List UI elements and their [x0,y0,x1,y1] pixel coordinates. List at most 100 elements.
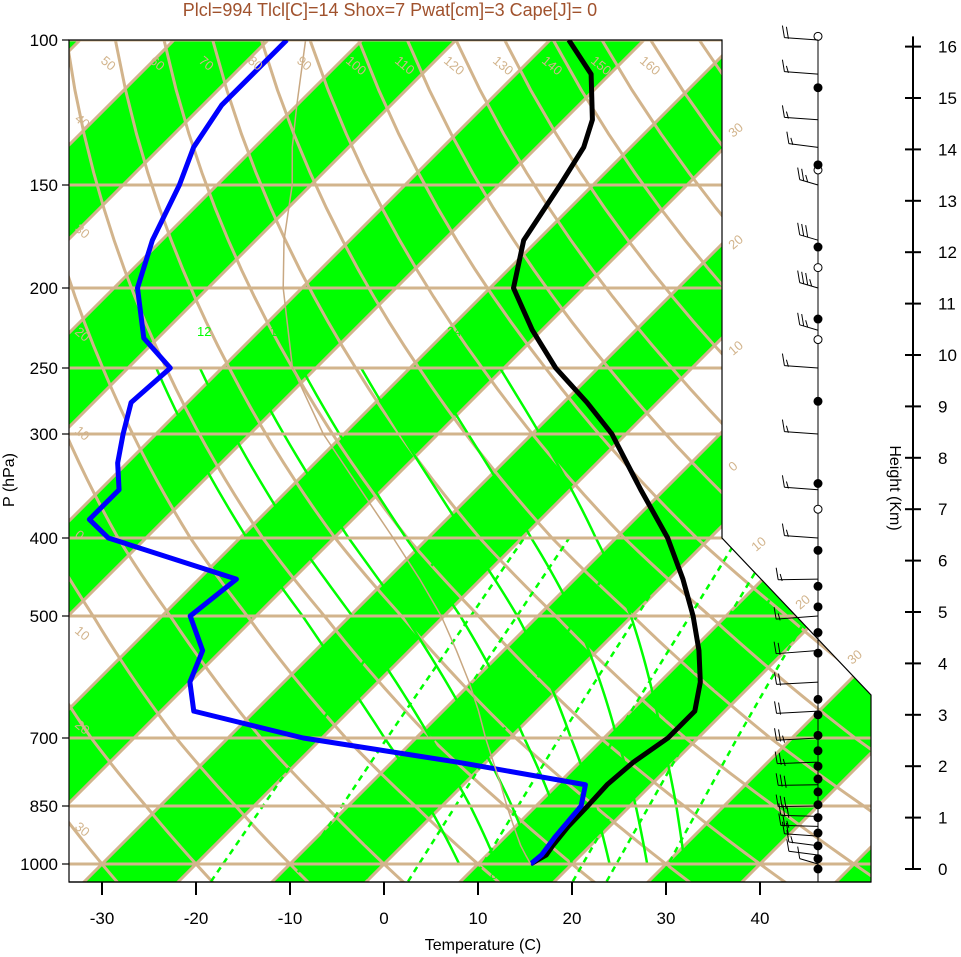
height-tick-label: 10 [938,346,957,365]
isotherm [0,0,44,898]
green-band [69,40,871,882]
green-band [69,40,703,882]
height-dot [813,581,823,591]
y-tick-label: 100 [30,31,58,50]
x-tick-label: 10 [469,909,488,928]
edge-label: 20 [725,232,746,253]
wind-barb [781,475,819,491]
edge-label: 10 [725,338,746,359]
x-tick-label: 30 [657,909,676,928]
height-tick-label: 14 [938,140,957,159]
edge-label: 50 [98,53,119,74]
mixing-ratio-line [340,537,571,882]
y-tick-label: 500 [30,607,58,626]
height-dot [813,242,823,252]
height-dot [813,602,823,612]
isotherm [69,40,704,882]
moist-adiabat [498,367,687,865]
x-tick-label: -10 [278,909,303,928]
wind-barb [774,672,819,686]
x-tick-label: 20 [563,909,582,928]
moist-adiabat-label: 24 [447,324,461,339]
green-band [69,40,515,882]
wind-barb [781,419,819,435]
moist-adiabat [198,367,498,865]
height-dot [813,813,823,823]
edge-label: 10 [72,623,93,644]
wind-barb [786,829,819,847]
mixing-ratio-label: 3 [362,867,369,882]
height-tick-label: 3 [938,706,947,725]
moist-adiabat-label: 32 [657,324,671,339]
wind-barb [781,59,819,75]
y-tick-label: 700 [30,729,58,748]
wind-barb [781,523,819,539]
edge-label: 0 [725,458,740,474]
height-dot [813,396,823,406]
edge-label: 10 [748,534,769,555]
height-dot [813,787,823,797]
moist-adiabat [360,367,611,865]
y-tick-label: 200 [30,279,58,298]
series-line [511,40,703,867]
height-tick-label: 6 [938,552,947,571]
height-dot [813,864,823,874]
moist-adiabat [155,367,461,865]
height-tick-label: 2 [938,757,947,776]
y-axis-label: P (hPa) [1,453,18,507]
isotherm [69,40,516,882]
wind-barb [775,567,819,582]
isotherm [254,40,871,882]
mixing-ratio-line [571,537,778,882]
wind-barb [781,25,819,41]
height-tick-label: 9 [938,397,947,416]
dry-adiabat [290,40,871,882]
wind-barb [797,222,819,241]
pressure-axis: 100 150 200 250 300 400 500 700 850 1000 [20,31,69,874]
height-dot [813,160,823,170]
y-tick-label: 300 [30,425,58,444]
height-dot [813,841,823,851]
height-dot [813,335,823,345]
y-tick-label: 850 [30,797,58,816]
height-dot [813,628,823,638]
x-tick-label: 0 [379,909,388,928]
series-line [86,40,588,866]
wind-barb [786,131,819,148]
height-dot [813,800,823,810]
edge-label: 30 [844,647,865,668]
height-dot [813,479,823,488]
mixing-ratio-line [605,537,808,882]
mixing-ratio-line [407,537,630,882]
temperature-axis: -30 -20 -10 0 10 20 30 40 [69,881,871,928]
mixing-ratio-line [471,537,688,882]
height-dot [813,854,823,864]
height-tick-label: 16 [938,38,957,57]
height-dot [813,83,823,93]
wind-barb [797,270,819,289]
dry-adiabat [197,40,871,882]
height-dot [813,31,823,41]
height-tick-label: 1 [938,809,947,828]
moist-adiabat [300,367,574,865]
mixing-ratio-line [210,537,453,882]
isotherm [160,40,871,882]
dry-adiabat [105,40,708,882]
edge-label: 10 [72,423,93,444]
moist-adiabat [246,367,536,865]
height-dot [813,746,823,756]
wind-barb [775,794,819,810]
height-dot [813,694,823,704]
mixing-ratio-label: 8 [490,867,497,882]
wind-barb [778,813,819,828]
dry-adiabat [69,40,226,882]
edge-label: 90 [294,53,315,74]
dry-adiabat [0,0,32,895]
dry-adiabat [244,40,871,882]
wind-barb [774,701,819,715]
height-tick-label: 12 [938,243,957,262]
isotherm [69,40,234,882]
chart-title: Plcl=994 Tlcl[C]=14 Shox=7 Pwat[cm]=3 Ca… [183,0,597,20]
height-dot [813,730,823,740]
